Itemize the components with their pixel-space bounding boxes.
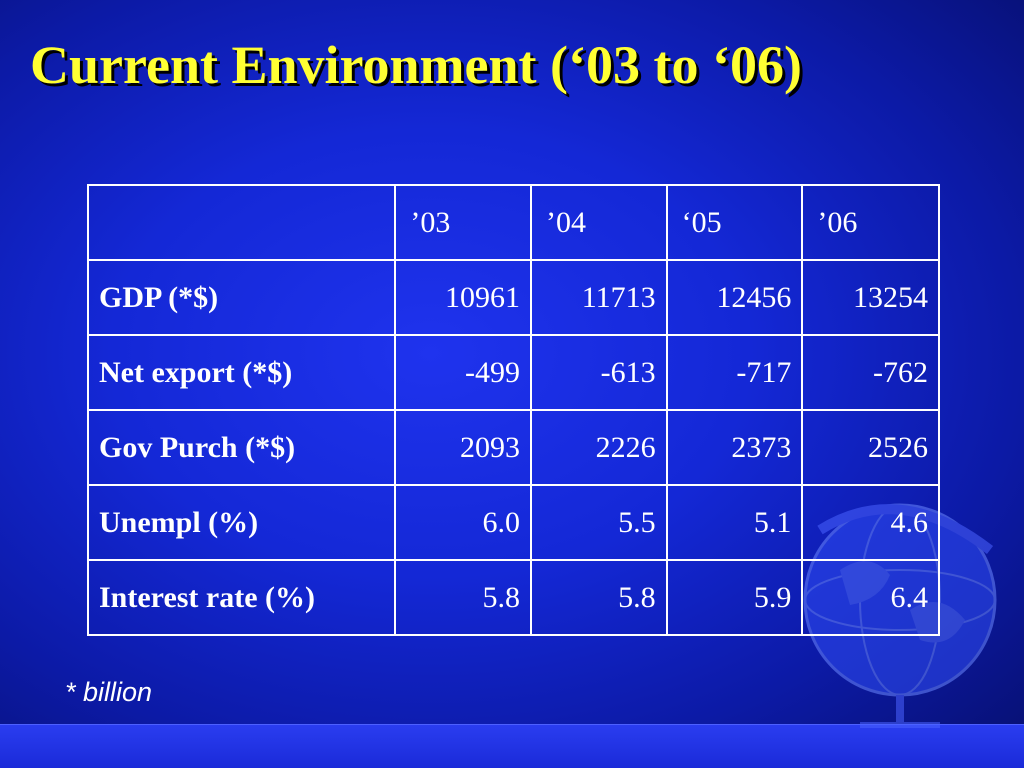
table-cell: 6.4 <box>801 559 940 636</box>
table-cell: 2226 <box>530 409 668 486</box>
row-label: GDP (*$) <box>86 259 397 336</box>
table-cell: 11713 <box>530 259 668 336</box>
row-label: Unempl (%) <box>86 484 397 561</box>
table-row: Interest rate (%) 5.8 5.8 5.9 6.4 <box>86 559 940 636</box>
table-cell: 5.1 <box>665 484 804 561</box>
table-cell: -499 <box>394 334 533 411</box>
table-cell: -613 <box>530 334 668 411</box>
footnote: * billion <box>65 677 153 707</box>
header-cell-year: ’03 <box>394 184 533 261</box>
economic-data-table: ’03 ’04 ‘05 ’06 GDP (*$) 10961 11713 124… <box>86 184 940 636</box>
table-header-row: ’03 ’04 ‘05 ’06 <box>86 184 940 261</box>
header-cell-year: ‘05 <box>665 184 804 261</box>
table-cell: -717 <box>665 334 804 411</box>
row-label: Net export (*$) <box>86 334 397 411</box>
header-cell-year: ’04 <box>530 184 668 261</box>
slide-title: Current Environment (‘03 to ‘06) <box>30 35 802 95</box>
header-cell-empty <box>86 184 397 261</box>
table-cell: 10961 <box>394 259 533 336</box>
table-row: Net export (*$) -499 -613 -717 -762 <box>86 334 940 411</box>
table-cell: 4.6 <box>801 484 940 561</box>
table-cell: 5.9 <box>665 559 804 636</box>
row-label: Gov Purch (*$) <box>86 409 397 486</box>
table-cell: 2526 <box>801 409 940 486</box>
table-cell: 12456 <box>665 259 804 336</box>
table-cell: 5.5 <box>530 484 668 561</box>
table-cell: 2373 <box>665 409 804 486</box>
header-cell-year: ’06 <box>801 184 940 261</box>
table-cell: 2093 <box>394 409 533 486</box>
table-cell: 13254 <box>801 259 940 336</box>
bottom-band <box>0 724 1024 768</box>
table-cell: 5.8 <box>530 559 668 636</box>
table-row: Unempl (%) 6.0 5.5 5.1 4.6 <box>86 484 940 561</box>
table-row: GDP (*$) 10961 11713 12456 13254 <box>86 259 940 336</box>
table-cell: 6.0 <box>394 484 533 561</box>
table-cell: -762 <box>801 334 940 411</box>
table-row: Gov Purch (*$) 2093 2226 2373 2526 <box>86 409 940 486</box>
table-cell: 5.8 <box>394 559 533 636</box>
row-label: Interest rate (%) <box>86 559 397 636</box>
